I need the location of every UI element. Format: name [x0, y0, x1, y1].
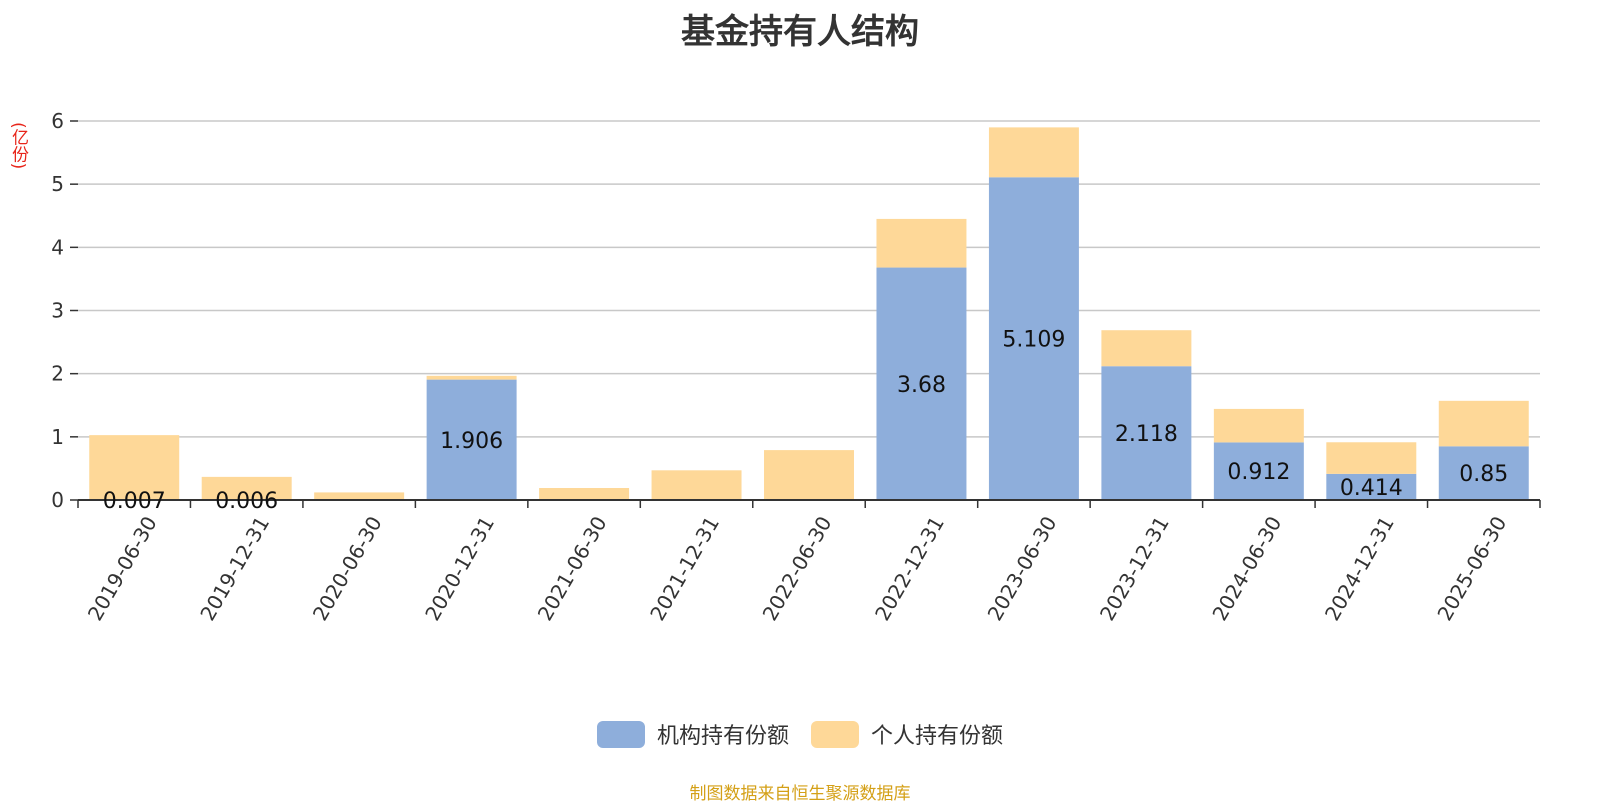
- axes: 0 1 2 3 4 5 6 2019-06-30 2019-12-31 2020-06-30 202…: [51, 109, 1541, 625]
- data-label-institutional: 2.118: [1115, 422, 1178, 447]
- data-label-institutional: 0.912: [1227, 460, 1290, 485]
- data-label-institutional: 5.109: [1002, 328, 1065, 353]
- chart-title: 基金持有人结构: [681, 12, 919, 52]
- y-tick-label: 3: [51, 299, 64, 323]
- bar-institutional: [1213, 442, 1304, 500]
- x-tick-label: 2020-12-31: [420, 512, 499, 625]
- data-label-institutional: 0.414: [1340, 476, 1403, 501]
- x-tick-label: 2023-12-31: [1095, 512, 1174, 625]
- bar-individual: [764, 450, 854, 500]
- x-tick-label: 2025-06-30: [1432, 512, 1511, 625]
- legend-item-institutional[interactable]: 机构持有份额: [596, 718, 789, 750]
- source-note: 制图数据来自恒生聚源数据库: [689, 784, 911, 804]
- legend-item-individual[interactable]: 个人持有份额: [811, 718, 1003, 750]
- bars: [89, 127, 1529, 501]
- x-tick-label: 2023-06-30: [983, 512, 1062, 625]
- data-label-institutional: 3.68: [897, 373, 946, 398]
- bar-institutional: [876, 267, 967, 500]
- legend-swatch-individual: [811, 720, 859, 748]
- x-tick-label: 2021-06-30: [533, 512, 612, 625]
- data-label-institutional: 0.006: [215, 489, 278, 514]
- legend-label-individual: 个人持有份额: [871, 724, 1004, 749]
- bar-institutional: [426, 379, 517, 500]
- x-tick-label: 2020-06-30: [308, 512, 387, 625]
- bar-individual: [876, 218, 967, 268]
- x-tick-label: 2019-06-30: [83, 512, 162, 625]
- data-label-institutional: 0.85: [1459, 462, 1508, 487]
- x-tick-label: 2021-12-31: [645, 512, 724, 625]
- bar-individual: [314, 492, 405, 500]
- bar-institutional: [1326, 473, 1417, 500]
- data-label-institutional: 0.007: [103, 489, 166, 514]
- bar-individual: [539, 487, 630, 500]
- bar-individual: [651, 470, 742, 500]
- stacked-bar-chart: 0 1 2 3 4 5 6 2019-06-30 2019-12-31 2020-06-30 202…: [51, 109, 1541, 625]
- legend: 机构持有份额 个人持有份额: [0, 718, 1600, 750]
- x-tick-label: 2024-06-30: [1207, 512, 1286, 625]
- x-tick-label: 2024-12-31: [1320, 512, 1399, 625]
- legend-swatch-institutional: [596, 720, 645, 748]
- bar-individual: [89, 435, 180, 500]
- y-tick-label: 6: [51, 109, 64, 133]
- y-tick-label: 2: [51, 362, 64, 386]
- data-labels: 0.007 0.006 1.906 3.68 5.109 2.118 0.912 0.414 0…: [103, 328, 1509, 514]
- grid-lines: [78, 120, 1540, 438]
- x-tick-label: 2019-12-31: [195, 512, 274, 625]
- bar-individual: [201, 476, 292, 500]
- y-tick-label: 1: [51, 425, 64, 449]
- x-tick-label: 2022-06-30: [758, 512, 837, 625]
- bar-individual: [1213, 408, 1304, 443]
- bar-individual: [1438, 400, 1529, 447]
- y-axis-unit-label: (亿份): [8, 122, 28, 170]
- y-tick-label: 4: [51, 235, 64, 259]
- x-tick-label: 2022-12-31: [870, 512, 949, 625]
- bar-individual: [1326, 442, 1417, 474]
- bar-individual: [426, 375, 517, 380]
- legend-label-institutional: 机构持有份额: [656, 724, 789, 749]
- bar-institutional: [1101, 366, 1192, 500]
- data-label-institutional: 1.906: [440, 429, 503, 454]
- bar-individual: [988, 127, 1079, 178]
- y-tick-label: 0: [51, 488, 64, 512]
- bar-institutional: [988, 177, 1079, 500]
- y-tick-label: 5: [51, 172, 64, 196]
- bar-individual: [1101, 330, 1192, 367]
- bar-institutional: [1438, 446, 1529, 500]
